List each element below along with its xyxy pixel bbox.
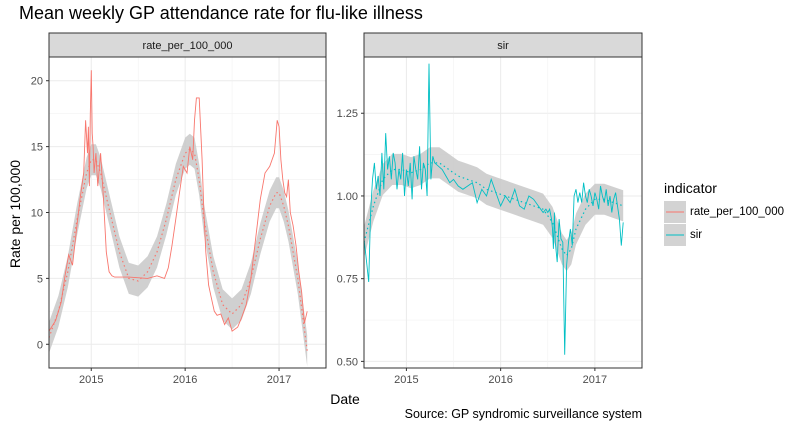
series-line-sir bbox=[363, 63, 624, 355]
strip-rate_per_100_000 bbox=[48, 32, 327, 58]
y-tick-label: 1.25 bbox=[337, 108, 358, 120]
x-tick-label: 2017 bbox=[583, 374, 607, 386]
caption: Source: GP syndromic surveillance system bbox=[404, 407, 642, 421]
series-line-rate_per_100_000 bbox=[48, 70, 308, 332]
confidence-ribbon bbox=[49, 133, 308, 367]
x-tick-label: 2015 bbox=[394, 374, 418, 386]
y-tick-label: 0 bbox=[37, 339, 43, 351]
panel-rate_per_100_000: rate_per_100_000 0 5 10 15 20 2015 2016 2017 bbox=[31, 32, 327, 386]
x-tick-label: 2015 bbox=[79, 374, 103, 386]
legend: indicator rate_per_100_000 sir bbox=[664, 180, 784, 246]
legend-title: indicator bbox=[664, 180, 717, 196]
y-tick-label: 0.75 bbox=[337, 274, 358, 286]
panel-border bbox=[363, 56, 643, 369]
panel-border bbox=[48, 56, 327, 369]
legend-label-rate: rate_per_100_000 bbox=[690, 205, 784, 218]
y-tick-label: 0.50 bbox=[337, 356, 358, 368]
legend-item-rate: rate_per_100_000 bbox=[664, 200, 784, 223]
x-axis-label: Date bbox=[330, 391, 360, 407]
x-tick-label: 2016 bbox=[488, 374, 512, 386]
legend-key-rate bbox=[664, 200, 686, 223]
x-tick-label: 2016 bbox=[173, 374, 197, 386]
x-tick-label: 2017 bbox=[267, 374, 291, 386]
strip-label-rate_per_100_000: rate_per_100_000 bbox=[143, 40, 233, 52]
trend-line-rate_per_100_000 bbox=[48, 148, 308, 351]
legend-label-sir: sir bbox=[690, 228, 703, 241]
trend-line-sir bbox=[363, 162, 624, 257]
chart-title: Mean weekly GP attendance rate for flu-l… bbox=[19, 3, 423, 23]
y-tick-label: 5 bbox=[37, 273, 43, 285]
strip-sir bbox=[363, 32, 643, 58]
panel-sir: sir 0.50 0.75 1.00 1.25 2015 2016 2017 bbox=[337, 32, 643, 386]
strip-label-sir: sir bbox=[497, 40, 509, 52]
legend-key-sir bbox=[664, 223, 686, 246]
y-tick-label: 15 bbox=[31, 142, 43, 154]
legend-item-sir: sir bbox=[664, 223, 784, 246]
y-tick-label: 20 bbox=[31, 76, 43, 88]
y-tick-label: 10 bbox=[31, 208, 43, 220]
y-tick-label: 1.00 bbox=[337, 191, 358, 203]
